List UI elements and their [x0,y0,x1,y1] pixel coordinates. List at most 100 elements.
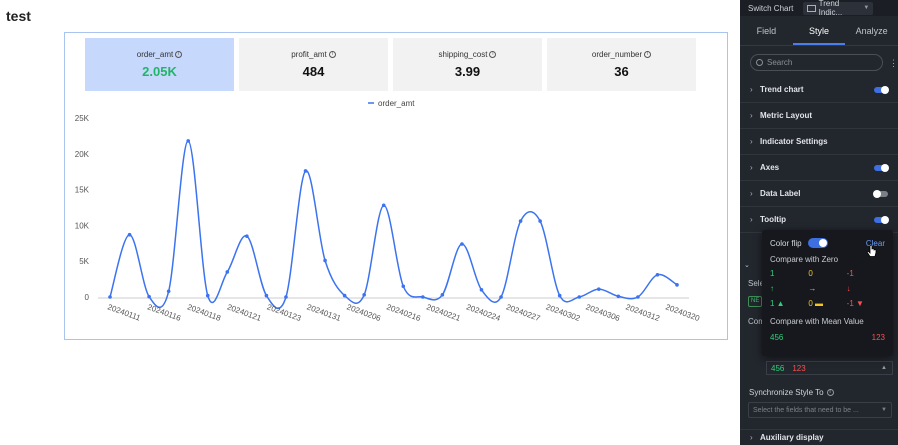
compare-zero-label: Compare with Zero [770,255,839,264]
x-tick-label: 20240111 [106,302,142,322]
data-point[interactable] [460,242,464,246]
page-title: test [6,8,31,24]
zero-down-1[interactable]: -1 [846,269,854,278]
mean-color-select[interactable]: 456 123 ▲ [766,361,893,375]
mean-down-option[interactable]: 123 [871,333,885,342]
color-flip-toggle[interactable] [807,238,828,248]
data-point[interactable] [303,169,308,173]
data-point[interactable] [616,294,621,299]
data-point[interactable] [362,293,366,297]
data-point[interactable] [596,287,601,291]
info-icon[interactable]: i [489,51,497,58]
compare-label: Com [748,316,765,326]
data-point[interactable] [381,203,386,208]
section-auxiliary-display[interactable]: › Auxiliary display [740,429,898,445]
sync-style-select[interactable]: Select the fields that need to be ... ▼ [748,402,892,418]
data-point[interactable] [401,284,406,289]
data-point[interactable] [342,293,347,298]
data-point[interactable] [557,293,562,298]
zero-up-1[interactable]: 1 [770,269,775,278]
data-point[interactable] [675,283,679,287]
section-axes[interactable]: › Axes [740,155,898,181]
data-point[interactable] [499,295,503,299]
config-panel: Switch Chart Trend Indic... ▼ Field Styl… [740,0,898,445]
more-icon[interactable]: ⋮ [889,57,898,68]
collapse-row[interactable]: ⌄ [736,256,898,274]
data-point[interactable] [186,139,191,143]
clear-button[interactable]: Clear [865,238,885,248]
data-point[interactable] [323,258,327,263]
section-label: Metric Layout [760,111,813,120]
arrow-right-icon[interactable]: → [808,284,817,293]
section-toggle[interactable] [874,85,889,94]
data-point[interactable] [655,273,660,277]
metric-card-profit-amt[interactable]: profit_amt i 484 [239,38,388,91]
metric-card-shipping-cost[interactable]: shipping_cost i 3.99 [393,38,542,91]
section-trend-chart[interactable]: › Trend chart [740,77,898,103]
panel-tabs: Field Style Analyze [740,16,898,46]
metric-card-order-amt[interactable]: order_amt i 2.05K [85,38,234,91]
section-data-label[interactable]: › Data Label [740,181,898,207]
compare-row: Com [740,312,898,330]
search-input[interactable]: Search [750,54,883,71]
x-tick-label: 20240302 [545,302,582,323]
format-tag[interactable]: NE [748,295,763,307]
section-metric-layout[interactable]: › Metric Layout [740,103,898,129]
compare-zero-grid: 1 0 -1 ↑ → ↓ 1 ▲ 0 ▬ -1 ▼ [762,264,893,308]
data-point[interactable] [166,289,171,294]
data-point[interactable] [479,288,484,292]
y-tick-label: 0 [85,293,90,302]
tab-field[interactable]: Field [756,26,777,36]
data-point[interactable] [108,295,112,299]
section-toggle[interactable] [873,189,888,198]
data-point[interactable] [284,295,288,299]
x-tick-label: 20240227 [505,302,542,323]
data-point[interactable] [636,295,640,299]
data-point[interactable] [538,219,542,223]
trend-line-chart: order_amt 0 5K 10K 15K 20K 25K 20240111 20240116… [75,99,702,323]
tab-analyze[interactable]: Analyze [855,26,888,36]
data-point[interactable] [264,293,269,298]
compare-mean-label: Compare with Mean Value [770,317,864,326]
chevron-right-icon: › [750,163,753,172]
legend-label[interactable]: order_amt [378,99,415,108]
data-point[interactable] [225,270,230,274]
tab-style[interactable]: Style [792,16,846,45]
mean-up-option[interactable]: 456 [770,333,784,342]
arrow-down-icon[interactable]: ↓ [846,284,851,293]
data-point[interactable] [147,294,151,299]
data-point[interactable] [577,295,582,299]
data-point[interactable] [245,234,249,238]
zero-flat-1[interactable]: 0 [808,269,813,278]
chevron-up-icon: ▲ [881,365,887,371]
search-row: Search ⋮ [750,54,898,71]
data-point[interactable] [421,295,425,299]
x-tick-label: 20240116 [146,302,182,323]
data-point[interactable] [440,293,445,297]
sync-label-text: Synchronize Style To [749,388,824,397]
x-tick-label: 20240121 [226,302,263,323]
data-point[interactable] [518,219,523,223]
zero-down-triangle[interactable]: -1 ▼ [846,299,864,308]
arrow-up-icon[interactable]: ↑ [770,284,774,293]
section-indicator-settings[interactable]: › Indicator Settings [740,129,898,155]
panel-topbar: Switch Chart Trend Indic... ▼ [740,0,898,17]
metric-card-order-number[interactable]: order_number i 36 [547,38,696,91]
select-row: Sele [740,274,898,292]
info-icon[interactable]: i [644,51,652,58]
info-icon[interactable]: i [826,389,834,396]
x-tick-label: 20240224 [465,302,502,323]
data-point[interactable] [205,293,210,298]
info-icon[interactable]: i [175,51,183,58]
chart-type-select[interactable]: Trend Indic... ▼ [803,0,874,17]
chevron-down-icon: ⌄ [744,262,750,269]
chevron-down-icon: ▼ [881,407,887,413]
y-tick-label: 25K [75,114,90,123]
info-icon[interactable]: i [328,51,336,58]
section-toggle[interactable] [874,163,889,172]
metric-value: 2.05K [142,64,177,79]
zero-up-triangle[interactable]: 1 ▲ [770,299,785,308]
section-toggle[interactable] [874,215,889,224]
data-point[interactable] [127,232,132,237]
zero-flat-dash[interactable]: 0 ▬ [808,299,823,308]
